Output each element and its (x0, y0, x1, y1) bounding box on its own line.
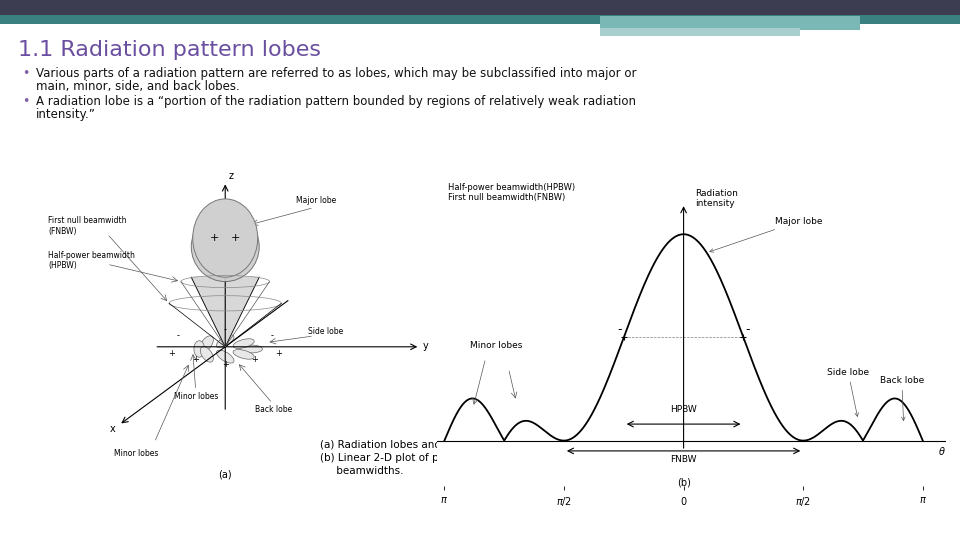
Text: +: + (210, 233, 219, 243)
Text: intensity.”: intensity.” (36, 108, 96, 121)
Text: Major lobe: Major lobe (296, 196, 336, 205)
Text: $\theta$: $\theta$ (938, 445, 946, 457)
Ellipse shape (191, 212, 259, 281)
Text: (b) Linear 2-D plot of power pattern (one plane of (a)) and its associated lobes: (b) Linear 2-D plot of power pattern (on… (320, 453, 752, 463)
Text: +: + (169, 349, 176, 358)
Text: First null beamwidth
(FNBW): First null beamwidth (FNBW) (48, 217, 127, 235)
Text: Back lobe: Back lobe (879, 376, 924, 421)
Text: Side lobe: Side lobe (308, 327, 343, 336)
Text: Major lobe: Major lobe (709, 217, 823, 252)
Text: +: + (192, 355, 199, 364)
Text: (a): (a) (219, 469, 232, 480)
Text: Half-power beamwidth(HPBW)
First null beamwidth(FNBW): Half-power beamwidth(HPBW) First null be… (448, 183, 575, 202)
Text: Side lobe: Side lobe (828, 368, 869, 416)
Text: •: • (22, 95, 30, 108)
Text: HPBW: HPBW (670, 405, 697, 414)
Ellipse shape (193, 199, 257, 277)
Text: -: - (177, 332, 180, 340)
Bar (600, 16, 860, 30)
Ellipse shape (194, 341, 204, 357)
Text: Various parts of a radiation pattern are referred to as lobes, which may be subc: Various parts of a radiation pattern are… (36, 67, 636, 80)
Ellipse shape (216, 350, 234, 363)
Text: •: • (22, 67, 30, 80)
Text: (b): (b) (677, 478, 690, 488)
Text: beamwidths.: beamwidths. (320, 466, 403, 476)
Text: 1.1 Radiation pattern lobes: 1.1 Radiation pattern lobes (18, 40, 321, 60)
Text: A radiation lobe is a “portion of the radiation pattern bounded by regions of re: A radiation lobe is a “portion of the ra… (36, 95, 636, 108)
Text: -: - (271, 332, 274, 340)
Bar (600, 28, 800, 36)
Ellipse shape (233, 349, 254, 359)
Text: main, minor, side, and back lobes.: main, minor, side, and back lobes. (36, 80, 240, 93)
Text: Minor lobes: Minor lobes (174, 392, 218, 401)
Bar (0, 15, 960, 24)
Text: +: + (231, 233, 241, 243)
Text: Back lobe: Back lobe (254, 405, 292, 414)
Ellipse shape (201, 336, 213, 352)
Text: -: - (617, 323, 622, 336)
Ellipse shape (233, 339, 254, 348)
Text: x: x (110, 423, 116, 434)
Text: -: - (224, 325, 227, 334)
Text: +: + (275, 349, 282, 358)
Ellipse shape (216, 335, 234, 348)
Text: y: y (423, 341, 429, 351)
Polygon shape (191, 277, 259, 347)
Text: +: + (222, 360, 228, 369)
Bar (0, 0, 960, 15)
Text: FNBW: FNBW (670, 455, 697, 464)
Ellipse shape (240, 345, 262, 353)
Text: Half-power beamwidth
(HPBW): Half-power beamwidth (HPBW) (48, 251, 134, 271)
Text: Radiation
intensity: Radiation intensity (695, 189, 738, 208)
Text: (a) Radiation lobes and beamwidths of an antenna 3-D polar pattern.: (a) Radiation lobes and beamwidths of an… (320, 440, 681, 450)
Text: Minor lobes: Minor lobes (470, 341, 523, 350)
Text: -: - (745, 323, 750, 336)
Text: +: + (252, 355, 258, 364)
Text: Minor lobes: Minor lobes (114, 449, 158, 457)
Ellipse shape (201, 347, 213, 362)
Text: z: z (228, 171, 233, 181)
